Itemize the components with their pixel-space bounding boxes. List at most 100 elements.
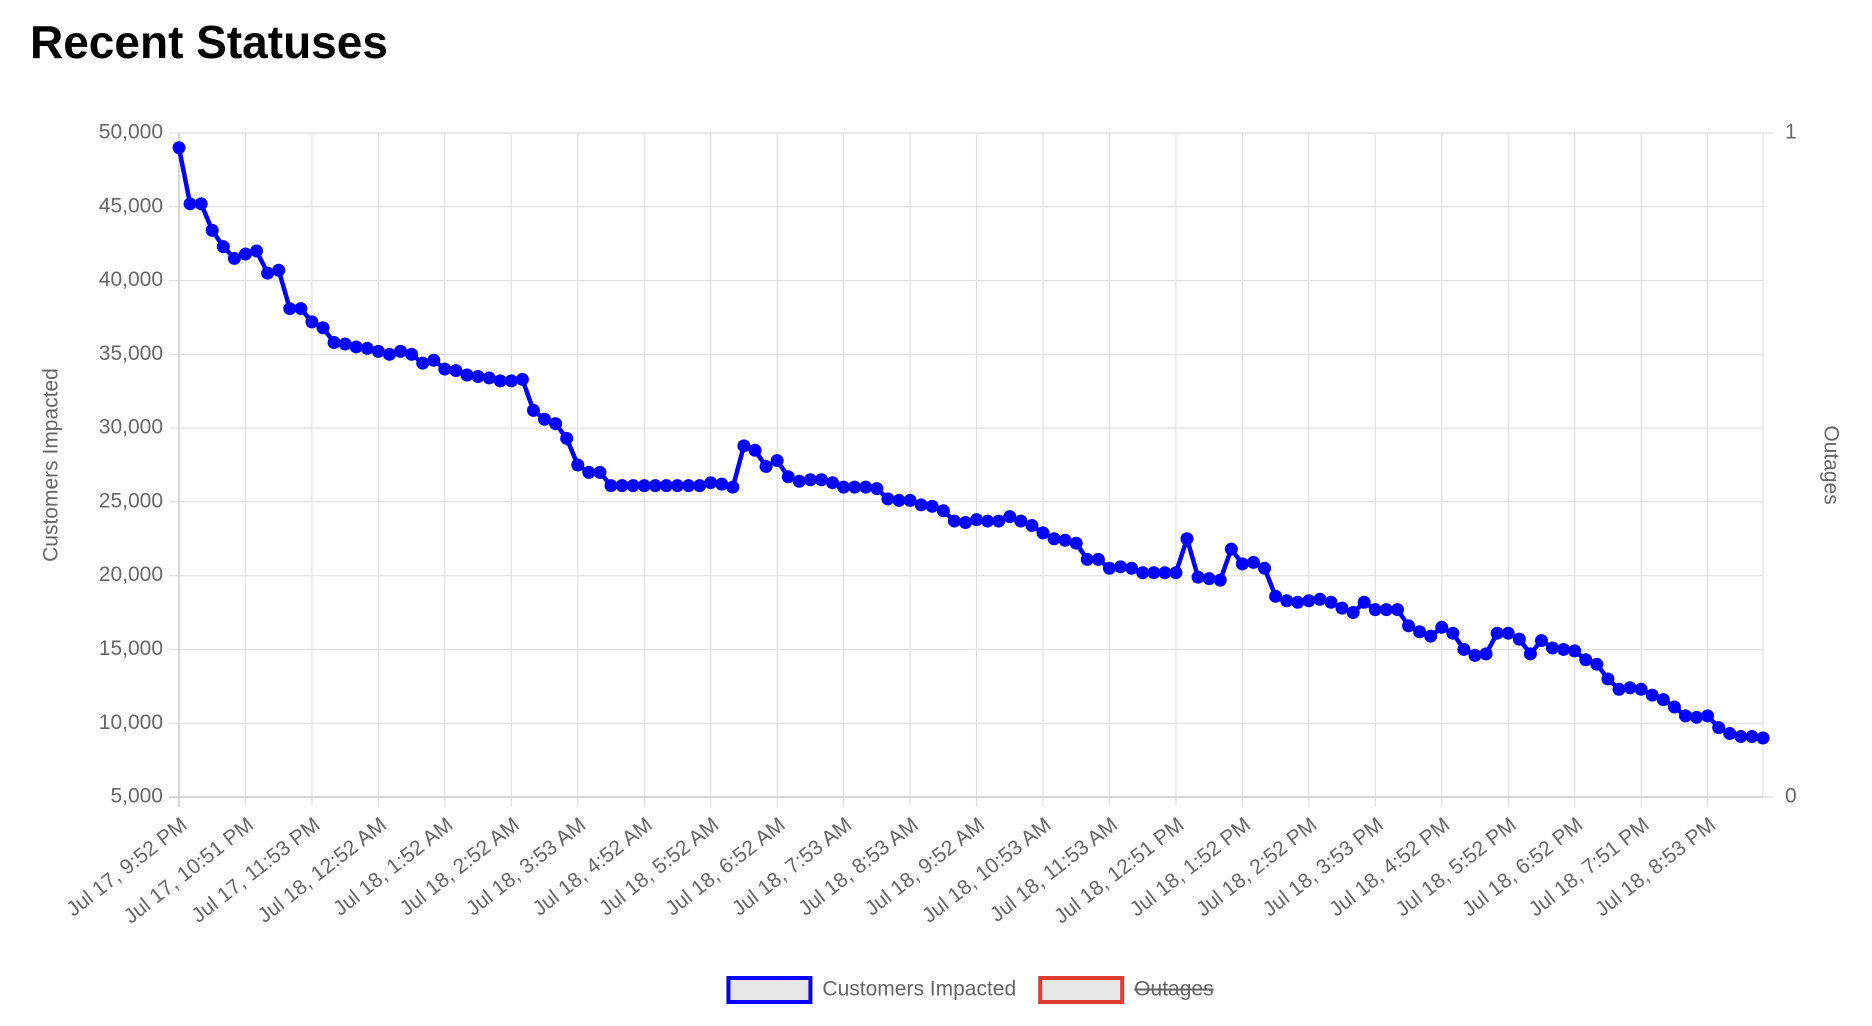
data-point bbox=[1557, 642, 1571, 656]
x-tick-label: Jul 18, 5:52 PM bbox=[1392, 813, 1521, 921]
legend-swatch bbox=[726, 976, 813, 1004]
data-point bbox=[1579, 653, 1593, 667]
data-point bbox=[227, 251, 241, 265]
data-point bbox=[1645, 688, 1659, 702]
data-point bbox=[1224, 542, 1238, 556]
data-point bbox=[1446, 626, 1460, 640]
data-point bbox=[1745, 730, 1759, 744]
data-point bbox=[1280, 594, 1294, 608]
x-tick-label: Jul 18, 2:52 AM bbox=[396, 813, 524, 920]
data-point bbox=[704, 476, 718, 490]
data-point bbox=[892, 493, 906, 507]
data-point bbox=[881, 492, 895, 506]
data-point bbox=[515, 372, 529, 386]
x-tick-label: Jul 18, 3:53 PM bbox=[1259, 813, 1388, 921]
data-point bbox=[1058, 533, 1072, 547]
data-point bbox=[1468, 648, 1482, 662]
data-point bbox=[371, 344, 385, 358]
data-point bbox=[1235, 557, 1249, 571]
legend-swatch bbox=[1038, 976, 1125, 1004]
data-point bbox=[1656, 693, 1670, 707]
data-point bbox=[814, 473, 828, 487]
data-point bbox=[582, 465, 596, 479]
legend-item[interactable]: Outages bbox=[1038, 976, 1214, 1004]
data-point bbox=[272, 263, 286, 277]
data-point bbox=[626, 479, 640, 493]
data-point bbox=[482, 371, 496, 385]
data-point bbox=[1269, 589, 1283, 603]
data-point bbox=[1091, 552, 1105, 566]
y-tick-label: 50,000 bbox=[99, 121, 163, 144]
y2-tick-label: 1 bbox=[1785, 121, 1797, 144]
data-point bbox=[693, 479, 707, 493]
chart-title: Recent Statuses bbox=[30, 16, 388, 68]
legend-label: Outages bbox=[1134, 978, 1213, 1001]
data-point bbox=[1346, 606, 1360, 620]
data-point bbox=[981, 514, 995, 528]
legend: Customers Impacted Outages bbox=[726, 976, 1214, 1004]
data-point bbox=[205, 223, 219, 237]
x-tick-label: Jul 18, 7:51 PM bbox=[1524, 813, 1653, 921]
data-point bbox=[305, 315, 319, 329]
data-point bbox=[1435, 620, 1449, 634]
data-point bbox=[493, 374, 507, 388]
data-point bbox=[549, 417, 563, 431]
data-point bbox=[1512, 632, 1526, 646]
data-point bbox=[737, 439, 751, 453]
data-point bbox=[715, 477, 729, 491]
data-point bbox=[1667, 700, 1681, 714]
data-point bbox=[659, 479, 673, 493]
data-point bbox=[970, 513, 984, 527]
data-point bbox=[1523, 647, 1537, 661]
data-point bbox=[1069, 536, 1083, 550]
y-tick-label: 10,000 bbox=[99, 711, 163, 734]
data-point bbox=[1534, 634, 1548, 648]
data-point bbox=[250, 244, 264, 258]
data-point bbox=[1169, 566, 1183, 580]
data-point bbox=[1102, 561, 1116, 575]
data-point bbox=[1734, 730, 1748, 744]
data-point bbox=[1379, 603, 1393, 617]
data-point bbox=[1368, 603, 1382, 617]
data-point bbox=[216, 240, 230, 254]
data-point bbox=[1036, 526, 1050, 540]
data-point bbox=[316, 321, 330, 335]
data-point bbox=[405, 347, 419, 361]
data-point bbox=[925, 499, 939, 513]
data-point bbox=[903, 493, 917, 507]
y-tick-label: 30,000 bbox=[99, 416, 163, 439]
y-tick-label: 15,000 bbox=[99, 637, 163, 660]
y-tick-label: 35,000 bbox=[99, 342, 163, 365]
data-point bbox=[1690, 710, 1704, 724]
data-point bbox=[792, 474, 806, 488]
data-point bbox=[283, 302, 297, 316]
y-tick-label: 40,000 bbox=[99, 268, 163, 291]
data-point bbox=[1147, 566, 1161, 580]
x-tick-label: Jul 18, 2:52 PM bbox=[1192, 813, 1321, 921]
legend-item[interactable]: Customers Impacted bbox=[726, 976, 1016, 1004]
x-tick-label: Jul 18, 4:52 PM bbox=[1325, 813, 1454, 921]
data-point bbox=[593, 465, 607, 479]
x-tick-label: Jul 18, 6:52 AM bbox=[661, 813, 789, 920]
data-point bbox=[460, 368, 474, 382]
data-point bbox=[1246, 555, 1260, 569]
y-tick-label: 20,000 bbox=[99, 563, 163, 586]
data-point bbox=[1258, 561, 1272, 575]
y2-axis-title: Outages bbox=[1819, 425, 1842, 504]
data-point bbox=[748, 443, 762, 457]
data-point bbox=[670, 479, 684, 493]
data-point bbox=[1457, 642, 1471, 656]
data-point bbox=[770, 454, 784, 468]
data-point bbox=[449, 364, 463, 378]
data-point bbox=[1335, 601, 1349, 615]
data-point bbox=[637, 479, 651, 493]
data-point bbox=[1756, 731, 1770, 745]
data-point bbox=[504, 374, 518, 388]
data-point bbox=[1313, 592, 1327, 606]
x-tick-label: Jul 18, 4:52 AM bbox=[528, 813, 656, 920]
data-point bbox=[1047, 532, 1061, 546]
data-point bbox=[1003, 510, 1017, 524]
data-point bbox=[560, 431, 574, 445]
